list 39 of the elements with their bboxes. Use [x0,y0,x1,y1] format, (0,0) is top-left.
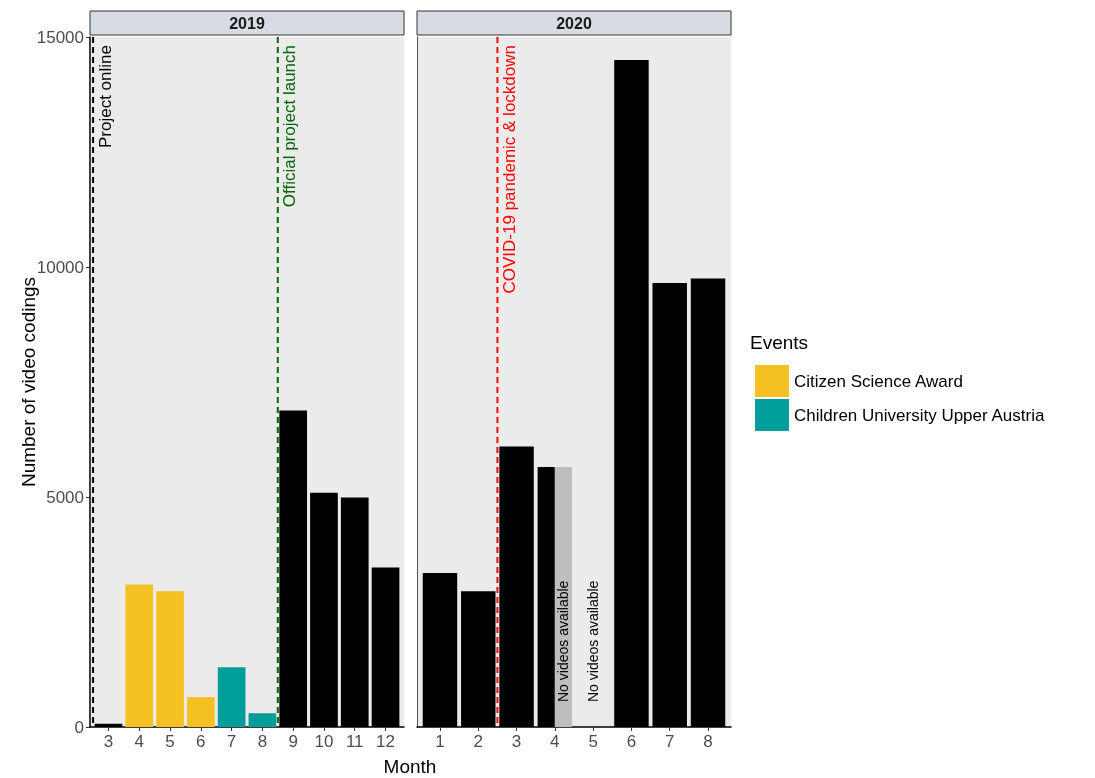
x-tick-label: 9 [288,732,298,751]
x-tick-label: 11 [345,732,364,751]
x-tick-label: 7 [226,732,237,751]
x-tick-label: 12 [376,732,395,751]
ref-line-label: COVID‑19 pandemic & lockdown [499,45,519,294]
bar [217,667,246,727]
chart-title: 2019 [229,14,265,32]
x-tick-label: 3 [511,732,522,751]
y-tick-label: 5000 [46,487,84,507]
x-tick-label: 10 [314,732,334,751]
ref-line-label: Official project launch [280,45,300,208]
x-axis-title: Month [383,755,437,777]
x-tick-label: 8 [257,732,268,751]
legend-label: Citizen Science Award [794,371,963,391]
x-tick-label: 3 [103,732,114,751]
x-tick-label: 5 [165,732,175,751]
x-tick-label: 6 [196,732,206,751]
y-axis-title: Number of video codings [17,276,39,488]
x-tick-label: 5 [588,732,598,751]
bar [186,697,215,727]
ref-line-label: Project online [95,45,115,149]
y-tick-label: 10000 [36,257,84,277]
legend-label: Children University Upper Austria [794,405,1045,425]
bar [125,584,154,727]
chart-title: 2020 [556,14,592,32]
y-tick-label: 15000 [36,27,84,47]
x-tick-label: 7 [665,732,675,751]
bar [248,713,277,727]
annotation: No videos available [585,580,602,702]
annotation: No videos available [554,580,571,702]
legend-title: Events [750,331,809,353]
y-tick-label: 0 [74,717,84,737]
x-tick-label: 6 [626,732,637,751]
x-tick-label: 8 [703,732,713,751]
bar [156,591,184,727]
x-tick-label: 2 [473,732,483,751]
x-tick-label: 4 [550,732,560,751]
x-tick-label: 4 [134,732,144,751]
x-tick-label: 1 [435,732,445,751]
